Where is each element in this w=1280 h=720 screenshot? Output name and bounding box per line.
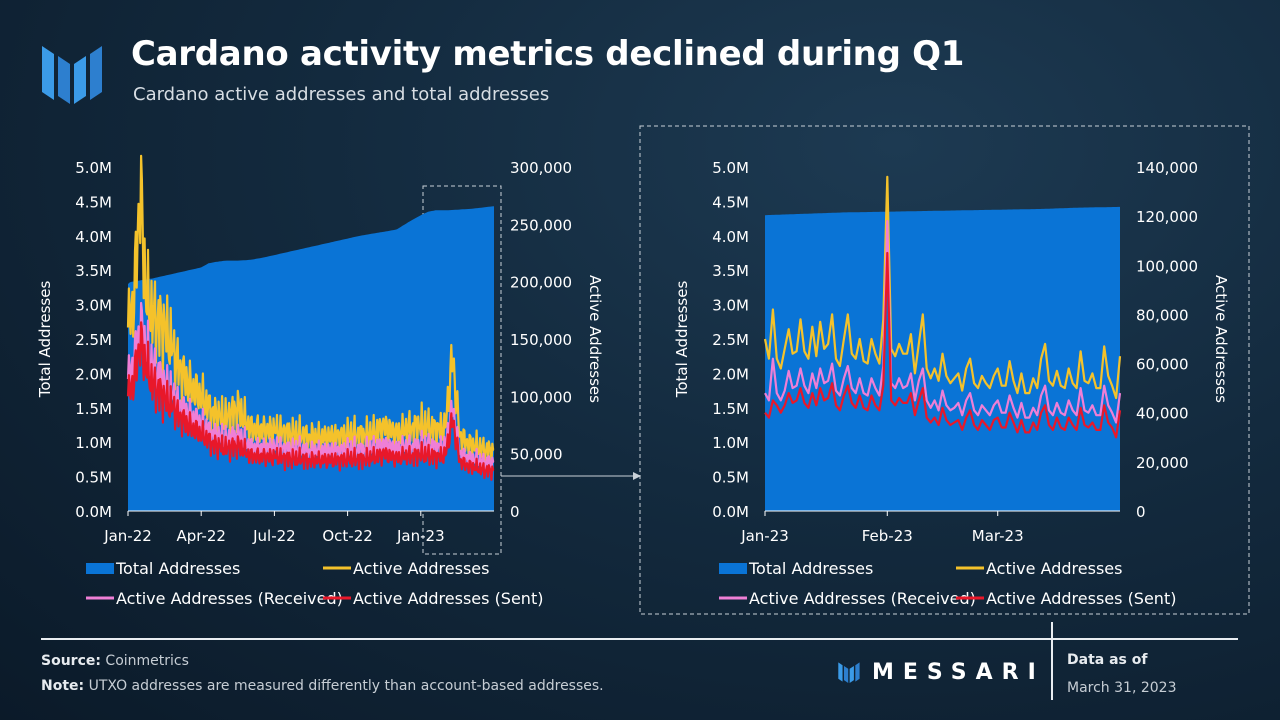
- y-tick-label: 2.5M: [75, 331, 112, 349]
- x-tick-label: Jan-23: [740, 527, 789, 545]
- right-chart: 0.0M 0.5M 1.0M 1.5M 2.0M 2.5M 3.0M 3.5M 4.0M 4.5M…: [673, 159, 1230, 608]
- legend-label-total: Total Addresses: [748, 559, 873, 578]
- y-tick-label: 1.0M: [712, 434, 749, 452]
- y-tick-label: 3.5M: [75, 262, 112, 280]
- y2-tick-label: 140,000: [1136, 159, 1198, 177]
- page-subtitle: Cardano active addresses and total addre…: [133, 84, 550, 105]
- y-tick-label: 5.0M: [75, 159, 112, 177]
- x-tick-label: Jan-23: [396, 527, 445, 545]
- legend-label-received: Active Addresses (Received): [116, 589, 343, 608]
- y-tick-label: 5.0M: [712, 159, 749, 177]
- zoom-panel-frame: [639, 125, 1250, 615]
- note-value: UTXO addresses are measured differently …: [88, 678, 604, 694]
- legend-label-total: Total Addresses: [115, 559, 240, 578]
- x-tick-label: Apr-22: [176, 527, 226, 545]
- active-sent-line: [764, 251, 1122, 439]
- y-tick-label: 3.5M: [712, 262, 749, 280]
- active-addresses-line: [763, 175, 1122, 400]
- data-as-of-date: March 31, 2023: [1067, 680, 1177, 696]
- y2-tick-label: 200,000: [510, 274, 572, 292]
- y2-tick-label: 100,000: [1136, 257, 1198, 275]
- messari-logo-icon: [42, 46, 102, 104]
- y-tick-label: 0.0M: [75, 503, 112, 521]
- source-label: Source:: [41, 653, 101, 669]
- source-value: Coinmetrics: [105, 653, 189, 669]
- y2-tick-label: 40,000: [1136, 405, 1189, 423]
- messari-mark-icon: [838, 662, 860, 683]
- y-tick-label: 1.5M: [75, 400, 112, 418]
- y-tick-label: 2.5M: [712, 331, 749, 349]
- y-tick-label: 4.0M: [75, 228, 112, 246]
- y2-tick-label: 120,000: [1136, 208, 1198, 226]
- legend-label-sent: Active Addresses (Sent): [353, 589, 543, 608]
- y2-tick-label: 60,000: [1136, 356, 1189, 374]
- legend-label-active: Active Addresses: [353, 559, 489, 578]
- y-tick-label: 4.0M: [712, 228, 749, 246]
- y-tick-label: 2.0M: [75, 365, 112, 383]
- y-tick-label: 0.5M: [75, 469, 112, 487]
- x-tick-label: Mar-23: [972, 527, 1024, 545]
- y-axis-title: Total Addresses: [36, 281, 54, 399]
- y-tick-label: 2.0M: [712, 365, 749, 383]
- y-tick-label: 0.0M: [712, 503, 749, 521]
- page-title: Cardano activity metrics declined during…: [131, 34, 965, 74]
- y2-tick-label: 50,000: [510, 446, 563, 464]
- x-tick-label: Jul-22: [252, 527, 296, 545]
- footer-divider: [41, 638, 1238, 640]
- legend-swatch: [86, 563, 114, 574]
- legend-label-received: Active Addresses (Received): [749, 589, 976, 608]
- messari-brand: MESSARI: [838, 659, 1045, 685]
- y2-tick-label: 100,000: [510, 388, 572, 406]
- x-tick-label: Jan-22: [103, 527, 152, 545]
- y-tick-label: 0.5M: [712, 469, 749, 487]
- y2-axis-title: Active Addresses: [1212, 275, 1230, 403]
- y2-tick-label: 0: [510, 503, 520, 521]
- y-axis-title: Total Addresses: [673, 281, 691, 399]
- y2-tick-label: 80,000: [1136, 306, 1189, 324]
- y-tick-label: 3.0M: [75, 297, 112, 315]
- data-as-of-label: Data as of: [1067, 652, 1148, 668]
- y-tick-label: 3.0M: [712, 297, 749, 315]
- y2-axis-title: Active Addresses: [586, 275, 604, 403]
- footer-vertical-divider: [1051, 622, 1053, 700]
- brand-wordmark: MESSARI: [872, 659, 1045, 685]
- y-tick-label: 4.5M: [75, 193, 112, 211]
- legend-label-active: Active Addresses: [986, 559, 1122, 578]
- legend-label-sent: Active Addresses (Sent): [986, 589, 1176, 608]
- y2-tick-label: 150,000: [510, 331, 572, 349]
- active-sent-line: [126, 321, 495, 481]
- source-text: Source: Coinmetrics: [41, 653, 189, 669]
- y-tick-label: 1.0M: [75, 434, 112, 452]
- y2-tick-label: 300,000: [510, 159, 572, 177]
- x-tick-label: Oct-22: [322, 527, 372, 545]
- left-chart: 0.0M 0.5M 1.0M 1.5M 2.0M 2.5M 3.0M 3.5M 4.0M 4.5M…: [36, 154, 604, 608]
- x-tick-label: Feb-23: [862, 527, 913, 545]
- y2-tick-label: 250,000: [510, 216, 572, 234]
- y-tick-label: 1.5M: [712, 400, 749, 418]
- note-label: Note:: [41, 678, 85, 694]
- y2-tick-label: 0: [1136, 503, 1146, 521]
- note-text: Note: UTXO addresses are measured differ…: [41, 678, 604, 694]
- y2-tick-label: 20,000: [1136, 454, 1189, 472]
- zoom-arrow-head: [633, 472, 641, 480]
- y-tick-label: 4.5M: [712, 193, 749, 211]
- active-received-line: [764, 220, 1122, 424]
- legend-swatch: [719, 563, 747, 574]
